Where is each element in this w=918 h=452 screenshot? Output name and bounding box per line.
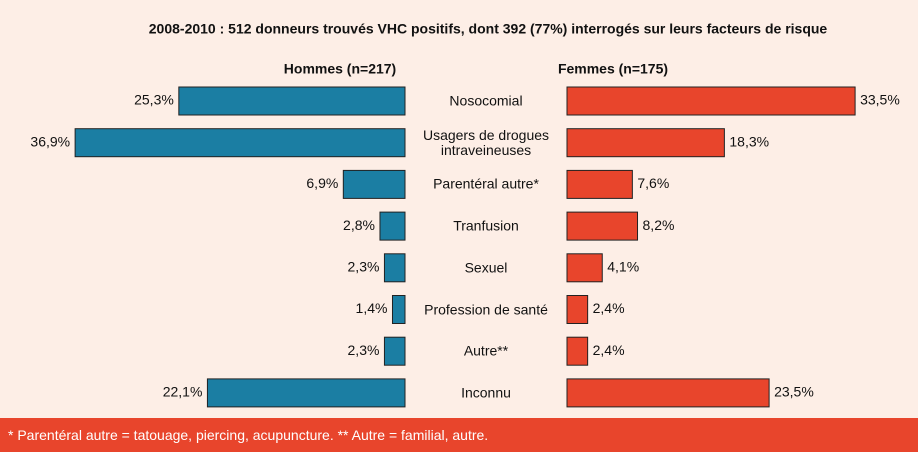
bar — [74, 128, 406, 158]
value-label: 33,5% — [860, 92, 900, 108]
legend-label: Hommes (n=217) — [284, 61, 396, 77]
bar — [342, 169, 406, 199]
bar — [566, 86, 856, 116]
value-label: 2,3% — [348, 259, 380, 275]
bar — [379, 211, 406, 241]
bar — [566, 211, 639, 241]
category-label: Nosocomial — [449, 92, 523, 109]
category-label: Profession de santé — [424, 301, 548, 317]
value-label: 22,1% — [163, 384, 203, 400]
bar — [566, 378, 770, 408]
value-label: 2,4% — [593, 300, 625, 316]
category-label: Parentéral autre* — [433, 175, 539, 192]
bar — [566, 295, 589, 324]
value-label: 2,4% — [593, 342, 625, 358]
value-label: 7,6% — [637, 175, 669, 191]
value-label: 2,8% — [343, 217, 375, 233]
chart-title: 2008-2010 : 512 donneurs trouvés VHC pos… — [149, 21, 828, 37]
bar — [566, 128, 725, 158]
footnote: * Parentéral autre = tatouage, piercing,… — [0, 418, 918, 452]
bar — [383, 253, 406, 283]
bar — [206, 378, 406, 408]
value-label: 4,1% — [607, 259, 639, 275]
bar — [391, 295, 406, 324]
value-label: 36,9% — [30, 133, 70, 149]
bar — [566, 253, 603, 283]
value-label: 1,4% — [356, 300, 388, 316]
category-label: Usagers de drogues intraveineuses — [422, 126, 550, 158]
category-label: Inconnu — [461, 384, 511, 401]
category-label: Autre** — [463, 342, 509, 359]
value-label: 8,2% — [643, 217, 675, 233]
value-label: 18,3% — [729, 133, 769, 149]
legend-label: Femmes (n=175) — [558, 61, 668, 77]
bar — [566, 336, 589, 366]
value-label: 6,9% — [306, 175, 338, 191]
value-label: 25,3% — [134, 92, 174, 108]
bar — [566, 169, 633, 199]
bar — [383, 336, 406, 366]
value-label: 2,3% — [348, 342, 380, 358]
bar — [178, 86, 406, 116]
value-label: 23,5% — [774, 384, 814, 400]
category-label: Sexuel — [464, 259, 508, 276]
category-label: Tranfusion — [453, 217, 519, 234]
chart-svg: 2008-2010 : 512 donneurs trouvés VHC pos… — [30, 21, 900, 408]
